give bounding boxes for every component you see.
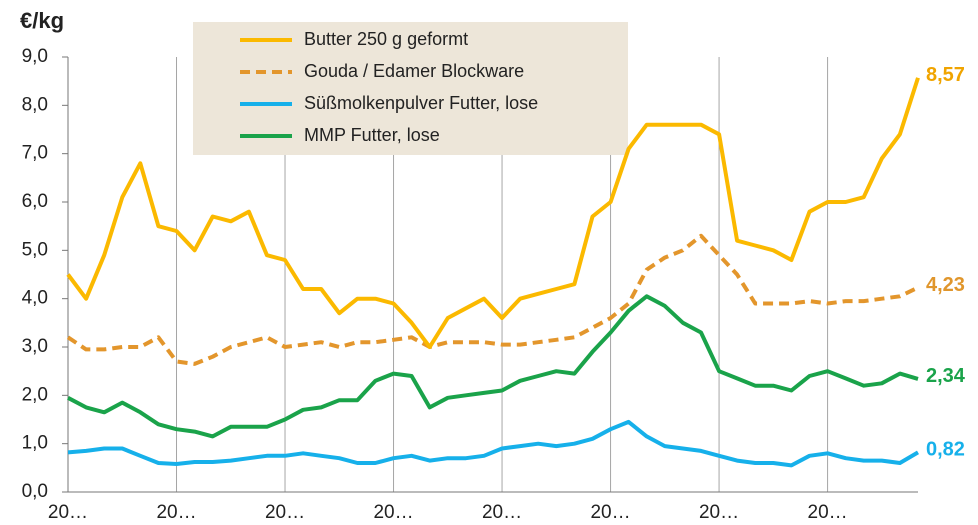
value-label: 0,82	[926, 439, 965, 461]
legend-box	[193, 22, 628, 155]
x-tick-label: 20…	[373, 502, 413, 523]
x-tick-label: 20…	[699, 502, 739, 523]
series-line	[67, 419, 920, 468]
y-tick-label: 4,0	[22, 288, 48, 309]
x-tick-label: 20…	[265, 502, 305, 523]
x-tick-label: 20…	[808, 502, 848, 523]
y-tick-label: 3,0	[22, 336, 48, 357]
legend-label: Gouda / Edamer Blockware	[304, 61, 524, 81]
series-line	[66, 233, 919, 366]
series-line	[66, 77, 920, 349]
value-label: 8,57	[926, 64, 965, 86]
y-tick-label: 1,0	[22, 433, 48, 454]
y-axis-unit: €/kg	[20, 8, 64, 33]
y-tick-label: 8,0	[22, 94, 48, 115]
y-tick-label: 6,0	[22, 191, 48, 212]
x-tick-label: 20…	[48, 502, 88, 523]
y-tick-label: 0,0	[22, 481, 48, 502]
x-tick-label: 20…	[590, 502, 630, 523]
legend-label: Süßmolkenpulver Futter, lose	[304, 93, 538, 113]
y-tick-label: 7,0	[22, 143, 48, 164]
x-tick-label: 20…	[482, 502, 522, 523]
legend-label: MMP Futter, lose	[304, 125, 440, 145]
legend-label: Butter 250 g geformt	[304, 29, 468, 49]
y-tick-label: 2,0	[22, 384, 48, 405]
series-line	[67, 294, 919, 439]
x-tick-label: 20…	[156, 502, 196, 523]
legend: Butter 250 g geformt Gouda / Edamer Block…	[193, 22, 628, 155]
y-tick-label: 9,0	[22, 46, 48, 67]
y-tick-label: 5,0	[22, 239, 48, 260]
value-label: 4,23	[926, 274, 965, 296]
value-label: 2,34	[926, 365, 966, 387]
